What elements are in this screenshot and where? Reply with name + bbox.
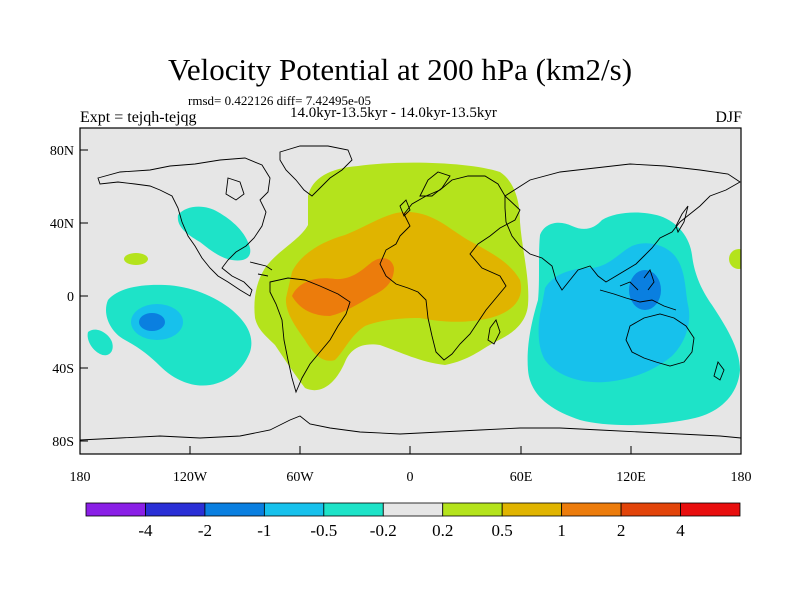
coast-hudson-bay [225,177,245,201]
contour-fills [80,145,741,441]
lon-tick-label: 120E [616,470,646,485]
coast-indonesia [599,269,677,311]
coast-europe-africa [379,175,521,361]
lon-tick-label: 180 [70,470,91,485]
colorbar-swatch [680,502,741,517]
colorbar-label: 0.5 [492,521,513,540]
coast-greenland [279,145,353,197]
coast-asia [504,163,741,291]
colorbar-label: -4 [138,521,153,540]
colorbar-swatch [323,502,384,517]
season-label: DJF [715,109,742,126]
lat-tick-label: 40S [52,362,74,377]
lat-tick-label: 80S [52,435,74,450]
colorbar-label: -0.5 [310,521,337,540]
colorbar-swatch [145,502,206,517]
coast-south-america [269,277,351,394]
coast-australia [625,313,695,367]
colorbar-swatch [204,502,265,517]
lat-tick-label: 0 [67,290,74,305]
lat-tick-label: 80N [50,144,74,159]
colorbar [85,502,741,517]
experiment-label: Expt = tejqh-tejqg [80,109,197,126]
colorbar-swatch [620,502,681,517]
colorbar-label: -2 [198,521,212,540]
stats-line: rmsd= 0.422126 diff= 7.42495e-05 [188,93,372,108]
coast-japan [675,205,689,234]
lon-tick-label: 0 [407,470,414,485]
colorbar-label: -0.2 [370,521,397,540]
lon-axis [79,446,742,454]
lat-tick-label: 40N [50,217,74,232]
lon-tick-label: 60E [510,470,533,485]
coast-new-zealand [713,361,725,381]
colorbar-label: 4 [676,521,685,540]
coast-madagascar [487,319,501,345]
lon-tick-labels: 180 120W 60W 0 60E 120E 180 [70,470,752,485]
lat-axis [80,149,88,442]
colorbar-label: 0.2 [432,521,453,540]
lon-tick-label: 180 [731,470,752,485]
lon-tick-label: 120W [173,470,208,485]
negative-min-south-pacific [139,313,165,331]
colorbar-swatch [442,502,503,517]
coast-britain [399,199,411,217]
coastlines [80,145,741,441]
lon-tick-label: 60W [286,470,314,485]
negative-blob-southwest-pacific [87,329,113,356]
colorbar-swatch [263,502,325,517]
colorbar-label: -1 [257,521,271,540]
colorbar-swatch [501,502,563,517]
negative-region-north-america [177,206,251,261]
colorbar-labels: -4 -2 -1 -0.5 -0.2 0.2 0.5 1 2 4 [138,521,685,540]
lat-tick-labels: 80N 40N 0 40S 80S [50,144,74,450]
coast-scandinavia [419,171,451,197]
colorbar-swatch [382,502,444,517]
colorbar-swatch [561,502,622,517]
period-label: 14.0kyr-13.5kyr - 14.0kyr-13.5kyr [290,105,497,121]
map-panel [79,127,742,455]
chart-title: Velocity Potential at 200 hPa (km2/s) [167,52,633,87]
coast-antarctica [80,415,741,441]
positive-blob-north-pacific [124,253,148,265]
colorbar-label: 1 [557,521,566,540]
positive-max-south-america [292,258,394,316]
coast-north-america [97,157,271,297]
coast-caribbean [249,261,273,277]
positive-blob-east-pacific [729,249,741,269]
colorbar-swatch [85,502,146,517]
colorbar-label: 2 [617,521,626,540]
